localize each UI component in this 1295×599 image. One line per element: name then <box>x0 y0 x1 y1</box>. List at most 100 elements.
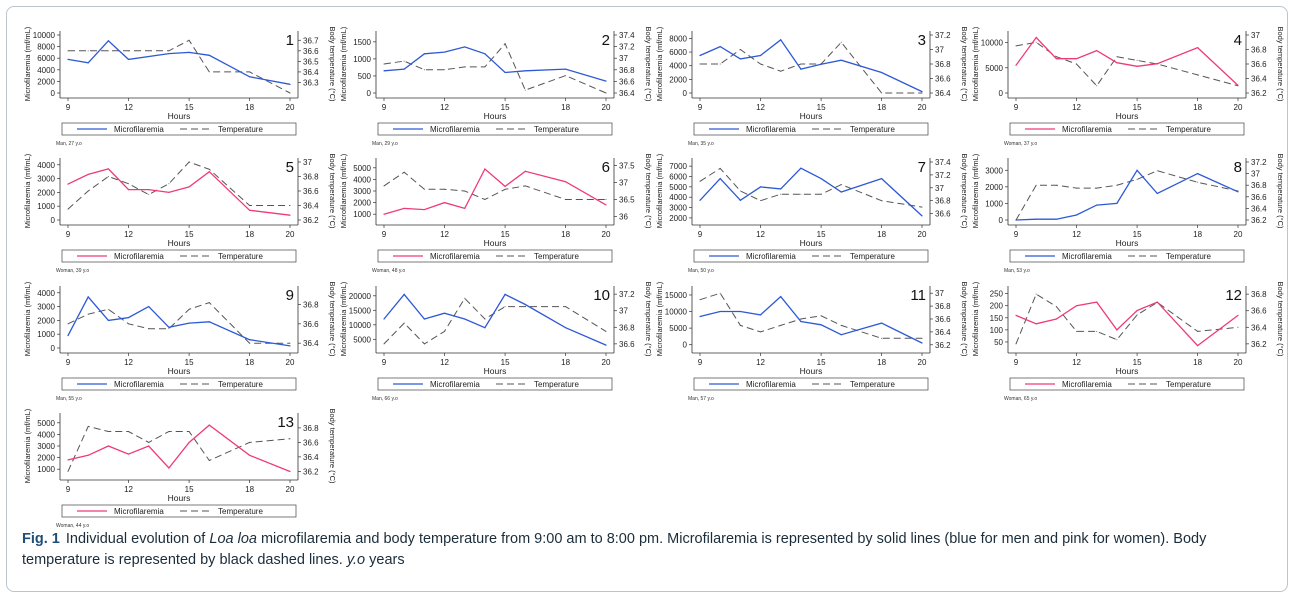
x-tick-label: 9 <box>1014 358 1019 367</box>
temperature-point <box>383 185 385 187</box>
microfilaremia-point <box>840 334 842 336</box>
panel-number: 10 <box>593 287 610 304</box>
temperature-point <box>1197 330 1199 332</box>
microfilaremia-point <box>1096 50 1098 52</box>
y2-tick-label: 37 <box>935 289 944 298</box>
microfilaremia-point <box>67 459 69 461</box>
y2-axis-title: Body temperature (°C) <box>960 281 969 357</box>
microfilaremia-point <box>107 168 109 170</box>
y2-tick-label: 36.8 <box>619 66 635 75</box>
temperature-point <box>840 324 842 326</box>
y-tick-label: 4000 <box>669 193 687 202</box>
legend-label-temperature: Temperature <box>534 380 579 389</box>
x-tick-label: 15 <box>501 230 510 239</box>
x-tick-label: 9 <box>66 103 71 112</box>
microfilaremia-point <box>605 344 607 346</box>
temperature-point <box>820 315 822 317</box>
x-tick-label: 18 <box>561 103 570 112</box>
temperature-point <box>605 92 607 94</box>
x-tick-label: 18 <box>561 358 570 367</box>
microfilaremia-point <box>443 202 446 204</box>
x-tick-label: 18 <box>877 358 886 367</box>
y-tick-label: 10000 <box>665 308 688 317</box>
temperature-point <box>780 324 782 326</box>
microfilaremia-line <box>67 295 291 347</box>
y2-tick-label: 36.8 <box>619 323 635 332</box>
x-tick-label: 18 <box>877 230 886 239</box>
y2-tick-label: 37 <box>1251 170 1260 179</box>
x-tick-label: 20 <box>1234 358 1243 367</box>
y-tick-label: 10000 <box>981 39 1004 48</box>
temperature-point <box>249 441 251 443</box>
x-tick-label: 12 <box>756 358 765 367</box>
y2-tick-label: 36.6 <box>935 210 951 219</box>
x-tick-label: 12 <box>124 103 133 112</box>
temperature-point <box>423 188 425 190</box>
temperature-line <box>1015 170 1239 221</box>
x-tick-label: 12 <box>124 485 133 494</box>
y-axis-title: Microfilaremia (mf/mL) <box>655 153 664 228</box>
y-tick-label: 0 <box>51 344 56 353</box>
temperature-point <box>699 299 701 301</box>
x-axis-title: Hours <box>168 238 191 248</box>
microfilaremia-point <box>699 315 701 318</box>
microfilaremia-point <box>565 68 567 70</box>
microfilaremia-point <box>208 424 210 426</box>
y-tick-label: 2000 <box>37 77 55 86</box>
y2-axis-title: Body temperature (°C) <box>644 26 653 102</box>
temperature-point <box>780 70 782 72</box>
x-tick-label: 18 <box>561 230 570 239</box>
y2-tick-label: 36.6 <box>303 187 319 196</box>
y2-tick-label: 36.4 <box>303 453 319 462</box>
legend-label-temperature: Temperature <box>850 252 895 261</box>
x-tick-label: 18 <box>245 103 254 112</box>
subject-note: Man, 50 y.o <box>688 268 714 274</box>
microfilaremia-point <box>1136 169 1138 171</box>
y-tick-label: 4000 <box>37 66 55 75</box>
x-tick-label: 15 <box>185 485 194 494</box>
microfilaremia-point <box>464 207 466 209</box>
y2-tick-label: 37.5 <box>619 161 635 170</box>
x-tick-label: 18 <box>245 358 254 367</box>
y-tick-label: 0 <box>999 89 1004 98</box>
microfilaremia-point <box>820 324 822 326</box>
y2-tick-label: 36 <box>619 213 628 222</box>
temperature-point <box>148 328 150 330</box>
y2-tick-label: 36.8 <box>303 301 319 310</box>
y-tick-label: 250 <box>990 290 1004 299</box>
microfilaremia-point <box>565 181 567 183</box>
x-tick-label: 9 <box>66 358 71 367</box>
temperature-point <box>1096 85 1098 87</box>
microfilaremia-point <box>148 445 150 447</box>
y-tick-label: 20000 <box>349 292 372 301</box>
x-tick-label: 12 <box>440 358 449 367</box>
panel-number: 4 <box>1234 32 1242 49</box>
temperature-point <box>1136 314 1138 316</box>
microfilaremia-point <box>67 334 69 337</box>
microfilaremia-point <box>464 46 466 48</box>
legend-box <box>377 122 613 136</box>
panel-1: 0 2000 4000 6000 8000 10000 36.336.4 36.536.6 36… <box>23 26 337 147</box>
temperature-point <box>403 171 405 173</box>
y2-tick-label: 36.6 <box>303 320 319 329</box>
y2-tick-label: 36.2 <box>1251 216 1267 225</box>
y2-tick-label: 37 <box>619 54 628 63</box>
y-tick-label: 3000 <box>37 303 55 312</box>
y2-tick-label: 37 <box>619 178 628 187</box>
microfilaremia-point <box>840 59 842 61</box>
panel-9: 0 1000 2000 3000 4000 36.4 36.6 36.8 9 12 15 18 20 Ho… <box>23 281 337 402</box>
legend-label-microfilaremia: Microfilaremia <box>430 252 480 261</box>
legend-label-temperature: Temperature <box>1166 125 1211 134</box>
y-tick-label: 2000 <box>669 214 687 223</box>
temperature-point <box>565 306 567 308</box>
x-tick-label: 12 <box>1072 230 1081 239</box>
microfilaremia-point <box>1237 314 1239 316</box>
temperature-point <box>1076 330 1078 332</box>
panel-4: 0 5000 10000 36.2 36.4 36.6 36.8 37 9 12 15 18 20 Hou… <box>971 26 1285 147</box>
y-tick-label: 2000 <box>669 75 687 84</box>
temperature-point <box>820 193 822 195</box>
y-axis-title: Microfilaremia (mf/mL) <box>23 408 32 483</box>
y-tick-label: 0 <box>51 89 56 98</box>
microfilaremia-line <box>383 293 607 346</box>
